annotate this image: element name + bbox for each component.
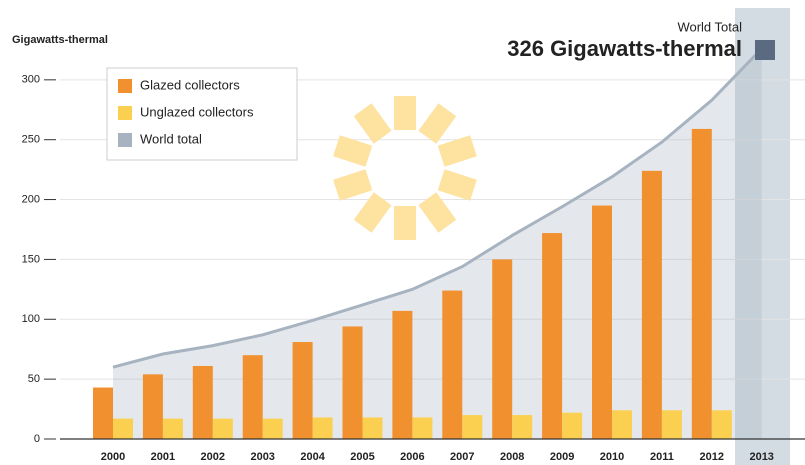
bar xyxy=(542,233,563,439)
x-tick-label: 2012 xyxy=(700,451,724,463)
x-tick-label: 2002 xyxy=(201,451,225,463)
x-tick-label: 2013 xyxy=(749,451,773,463)
bar xyxy=(512,415,533,439)
bar xyxy=(691,128,712,440)
bar xyxy=(641,170,662,440)
bar xyxy=(342,326,363,439)
x-tick-label: 2005 xyxy=(350,451,374,463)
highlight-column xyxy=(735,8,790,465)
bar xyxy=(412,417,433,439)
y-tick-label: 250 xyxy=(22,134,40,146)
legend-label: World total xyxy=(140,131,202,146)
annotation-title: World Total xyxy=(677,19,742,34)
y-tick-label: 300 xyxy=(22,74,40,86)
annotation-marker xyxy=(755,40,775,60)
bar xyxy=(442,290,463,439)
x-tick-label: 2000 xyxy=(101,451,125,463)
bar xyxy=(242,355,263,439)
bar xyxy=(113,418,133,439)
bar xyxy=(392,310,413,439)
x-tick-label: 2010 xyxy=(600,451,624,463)
bar xyxy=(262,418,283,439)
y-tick-label: 150 xyxy=(22,253,40,265)
y-tick-label: 100 xyxy=(22,313,40,325)
legend-items: Glazed collectors Unglazed collectors Worl… xyxy=(118,77,254,147)
legend-label: Unglazed collectors xyxy=(140,104,254,119)
bar xyxy=(462,415,483,439)
bar xyxy=(192,365,213,439)
y-tick-label: 200 xyxy=(22,193,40,205)
annotation-value: 326 Gigawatts-thermal xyxy=(507,36,742,61)
bar xyxy=(93,387,113,439)
sun xyxy=(333,96,477,240)
bar xyxy=(162,418,183,439)
x-tick-label: 2011 xyxy=(650,451,674,463)
x-tick-label: 2004 xyxy=(300,451,325,463)
bar xyxy=(362,417,383,439)
bar xyxy=(312,417,333,439)
legend xyxy=(106,67,298,161)
bar xyxy=(592,205,612,439)
bar xyxy=(711,410,732,439)
bar xyxy=(661,410,682,439)
bar xyxy=(492,259,513,439)
legend-label: Glazed collectors xyxy=(140,77,240,92)
bar xyxy=(212,418,233,439)
x-tick-label: 2007 xyxy=(450,451,474,463)
bar xyxy=(142,374,163,439)
legend-swatch xyxy=(118,133,132,147)
legend-swatch xyxy=(118,79,132,93)
y-tick-label: 50 xyxy=(28,373,40,385)
x-tick-label: 2009 xyxy=(550,451,574,463)
line xyxy=(112,47,763,369)
bar xyxy=(612,410,632,439)
x-tick-label: 2006 xyxy=(400,451,424,463)
bar-layer xyxy=(93,128,732,440)
x-tick-label: 2008 xyxy=(500,451,524,463)
bar xyxy=(562,412,583,439)
y-tick-label: 0 xyxy=(34,433,40,445)
x-tick-label: 2003 xyxy=(250,451,274,463)
x-tick-label: 2001 xyxy=(151,451,175,463)
y-axis-label: Gigawatts-thermal xyxy=(12,34,108,46)
bar xyxy=(292,342,313,439)
legend-swatch xyxy=(118,106,132,120)
